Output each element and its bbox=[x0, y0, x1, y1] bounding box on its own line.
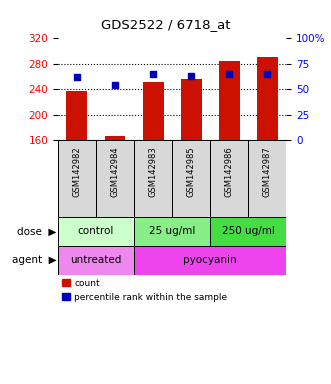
Point bbox=[264, 71, 270, 77]
Bar bbox=[105, 136, 125, 140]
Bar bbox=[58, 217, 134, 246]
Text: GSM142987: GSM142987 bbox=[263, 146, 272, 197]
Bar bbox=[172, 140, 210, 217]
Text: 250 ug/ml: 250 ug/ml bbox=[222, 226, 275, 237]
Text: untreated: untreated bbox=[70, 255, 122, 265]
Text: GSM142985: GSM142985 bbox=[187, 146, 196, 197]
Text: dose  ▶: dose ▶ bbox=[17, 226, 56, 237]
Text: GSM142983: GSM142983 bbox=[149, 146, 158, 197]
Legend: count, percentile rank within the sample: count, percentile rank within the sample bbox=[63, 279, 227, 301]
Point bbox=[112, 82, 118, 88]
Point bbox=[74, 74, 79, 80]
Bar bbox=[96, 140, 134, 217]
Bar bbox=[210, 217, 286, 246]
Bar bbox=[58, 140, 96, 217]
Bar bbox=[67, 91, 87, 140]
Point bbox=[226, 71, 232, 77]
Text: GSM142982: GSM142982 bbox=[72, 146, 81, 197]
Text: control: control bbox=[78, 226, 114, 237]
Text: GSM142986: GSM142986 bbox=[225, 146, 234, 197]
Bar bbox=[134, 217, 210, 246]
Bar bbox=[143, 82, 164, 140]
Text: 25 ug/ml: 25 ug/ml bbox=[149, 226, 195, 237]
Bar bbox=[134, 140, 172, 217]
Point bbox=[150, 71, 156, 77]
Bar bbox=[248, 140, 286, 217]
Text: GSM142984: GSM142984 bbox=[111, 146, 119, 197]
Bar bbox=[58, 246, 134, 275]
Bar bbox=[257, 57, 278, 140]
Bar bbox=[219, 61, 240, 140]
Bar bbox=[181, 79, 202, 140]
Bar bbox=[210, 140, 248, 217]
Text: agent  ▶: agent ▶ bbox=[12, 255, 56, 265]
Text: pyocyanin: pyocyanin bbox=[183, 255, 237, 265]
Text: GDS2522 / 6718_at: GDS2522 / 6718_at bbox=[101, 18, 230, 31]
Bar bbox=[134, 246, 286, 275]
Point bbox=[188, 73, 194, 79]
